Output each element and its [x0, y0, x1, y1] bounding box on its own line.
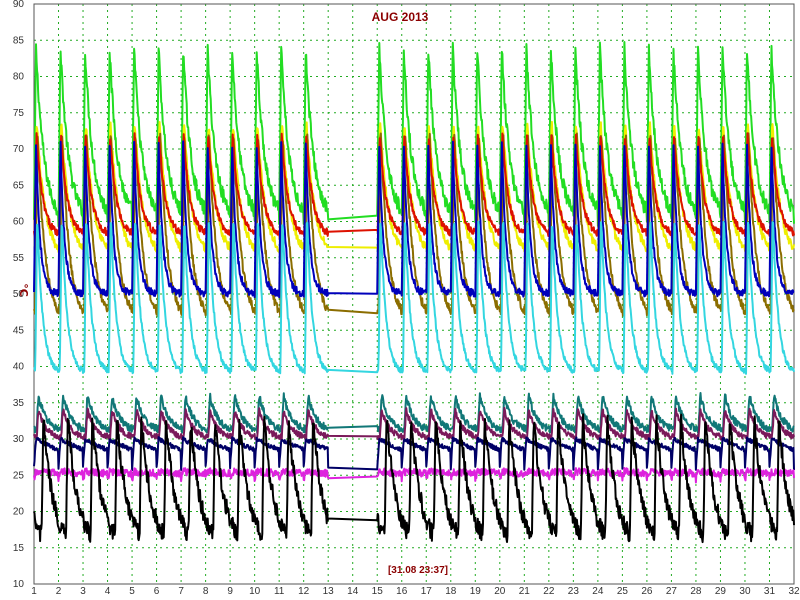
- x-tick-label: 22: [543, 586, 555, 597]
- timestamp-label: [31.08 23:37]: [388, 565, 448, 576]
- x-tick-label: 10: [249, 586, 261, 597]
- y-tick-label: 15: [13, 543, 25, 554]
- y-tick-label: 20: [13, 507, 25, 518]
- y-tick-label: 35: [13, 398, 25, 409]
- x-tick-label: 26: [641, 586, 653, 597]
- y-tick-label: 60: [13, 217, 25, 228]
- x-tick-label: 27: [666, 586, 678, 597]
- y-tick-label: 55: [13, 253, 25, 264]
- series-line: [33, 140, 795, 299]
- x-tick-label: 5: [129, 586, 135, 597]
- y-tick-label: 85: [13, 35, 25, 46]
- x-tick-label: 16: [396, 586, 408, 597]
- x-tick-label: 14: [347, 586, 359, 597]
- y-axis-label: °C: [17, 283, 30, 297]
- x-tick-label: 12: [298, 586, 310, 597]
- series-line: [33, 220, 795, 375]
- x-tick-label: 19: [470, 586, 482, 597]
- x-tick-label: 24: [592, 586, 604, 597]
- y-tick-label: 80: [13, 72, 25, 83]
- y-tick-label: 75: [13, 108, 25, 119]
- x-tick-label: 29: [715, 586, 727, 597]
- x-tick-label: 18: [445, 586, 457, 597]
- series-line: [33, 41, 795, 229]
- y-tick-label: 10: [13, 579, 25, 590]
- axes: 1 2 3 4 5 6 7 8 9 10 11 12 13 14 15 16 17 18 19 20 21 22 23 24 2…: [13, 0, 800, 597]
- x-tick-label: 9: [227, 586, 233, 597]
- y-tick-label: 65: [13, 180, 25, 191]
- x-tick-label: 31: [764, 586, 776, 597]
- x-tick-label: 25: [617, 586, 629, 597]
- x-tick-label: 11: [274, 586, 285, 597]
- x-tick-label: 20: [494, 586, 506, 597]
- x-tick-label: 30: [739, 586, 751, 597]
- x-tick-label: 1: [31, 586, 37, 597]
- y-tick-label: 50: [13, 289, 25, 300]
- y-tick-label: 30: [13, 434, 25, 445]
- x-tick-label: 13: [323, 586, 335, 597]
- series-group: [33, 41, 795, 544]
- x-tick-label: 8: [203, 586, 209, 597]
- series-line: [33, 406, 795, 442]
- y-tick-label: 40: [13, 362, 25, 373]
- x-tick-label: 21: [519, 586, 531, 597]
- y-tick-label: 70: [13, 144, 25, 155]
- x-tick-label: 15: [372, 586, 384, 597]
- x-tick-label: 3: [80, 586, 86, 597]
- y-tick-label: 90: [13, 0, 25, 10]
- series-line: [33, 392, 795, 435]
- x-tick-label: 32: [788, 586, 800, 597]
- x-tick-label: 7: [178, 586, 184, 597]
- series-line: [33, 467, 795, 484]
- x-tick-label: 2: [56, 586, 62, 597]
- x-tick-label: 4: [105, 586, 111, 597]
- plot-frame: [33, 3, 795, 585]
- y-tick-label: 25: [13, 470, 25, 481]
- series-line: [33, 413, 795, 544]
- x-tick-label: 6: [154, 586, 160, 597]
- series-line: [33, 132, 795, 240]
- y-tick-label: 45: [13, 325, 25, 336]
- x-tick-label: 23: [568, 586, 580, 597]
- x-tick-label: 17: [421, 586, 433, 597]
- x-tick-label: 28: [690, 586, 702, 597]
- chart-title: AUG 2013: [372, 10, 429, 24]
